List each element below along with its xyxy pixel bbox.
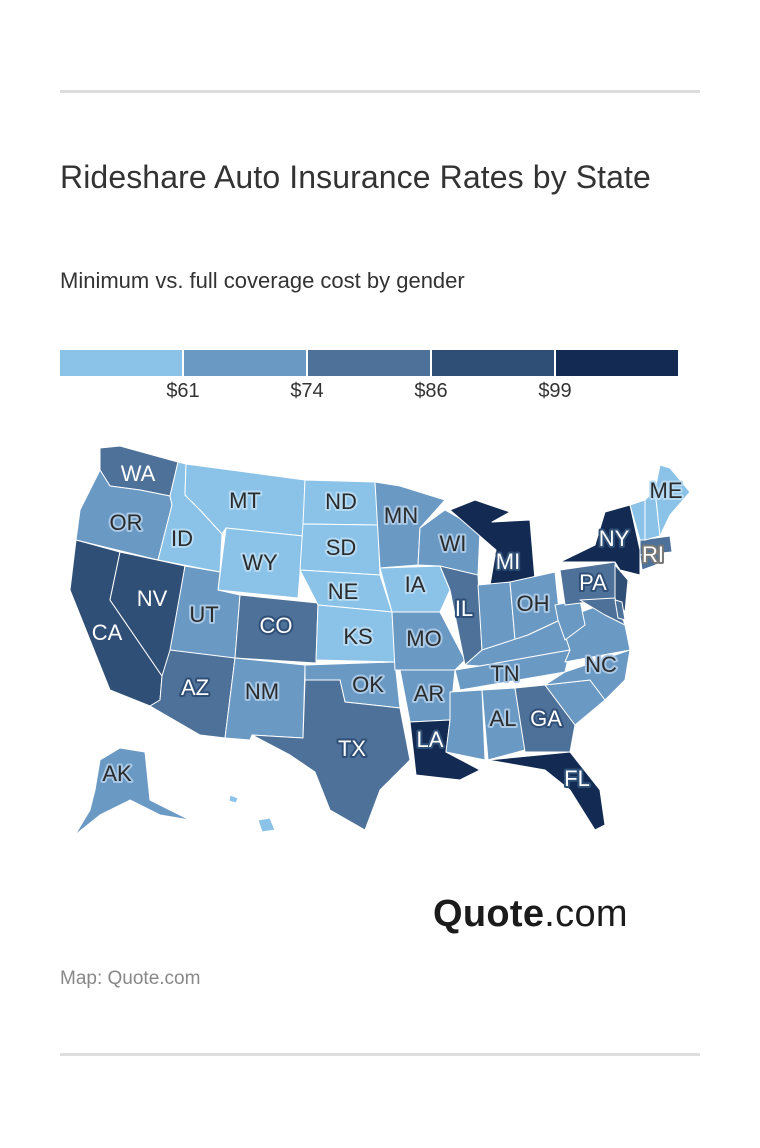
bottom-divider [60, 1053, 700, 1056]
label-OH: OH [517, 591, 550, 616]
label-CA: CA [92, 620, 123, 645]
label-NE: NE [328, 579, 359, 604]
top-divider [60, 90, 700, 93]
state-IA[interactable] [379, 565, 451, 613]
label-ID: ID [171, 526, 193, 551]
label-NV: NV [137, 586, 168, 611]
legend-swatch-5 [556, 350, 678, 376]
state-IN[interactable] [477, 581, 516, 651]
label-AR: AR [414, 681, 445, 706]
legend-swatch-2 [184, 350, 306, 376]
state-HI[interactable] [257, 817, 276, 833]
state-AK[interactable] [74, 747, 191, 836]
state-MS[interactable] [445, 689, 486, 761]
state-ME[interactable] [654, 464, 691, 537]
quote-logo: Quote.com [433, 893, 628, 936]
label-RI: RI [642, 542, 664, 567]
label-OR: OR [110, 510, 143, 535]
chart-title: Rideshare Auto Insurance Rates by State [60, 159, 651, 195]
legend-label: $99 [538, 380, 572, 402]
label-IL: IL [455, 596, 473, 621]
label-ND: ND [325, 489, 357, 514]
label-ME: ME [650, 478, 683, 503]
label-AK: AK [102, 761, 132, 786]
legend-swatch-3 [308, 350, 430, 376]
color-legend [60, 350, 678, 376]
chart-subtitle: Minimum vs. full coverage cost by gender [60, 268, 465, 293]
logo-bold: Quote [433, 893, 545, 935]
label-CO: CO [260, 613, 293, 638]
label-NC: NC [585, 652, 617, 677]
label-MN: MN [384, 503, 418, 528]
label-NM: NM [245, 679, 279, 704]
label-TN: TN [490, 661, 519, 686]
legend-label: $61 [166, 380, 200, 402]
label-MT: MT [229, 488, 261, 513]
state-WY[interactable] [217, 527, 304, 599]
state-GA[interactable] [514, 684, 576, 753]
state-MI[interactable] [449, 499, 536, 586]
legend-labels: $61 $74 $86 $99 [60, 380, 678, 404]
logo-light: .com [544, 893, 628, 935]
legend-label: $86 [414, 380, 448, 402]
legend-swatch-1 [60, 350, 182, 376]
label-WA: WA [121, 461, 156, 486]
state-DE[interactable] [614, 599, 626, 621]
label-NY: NY [599, 526, 630, 551]
state-MA[interactable] [639, 535, 673, 556]
source-credit: Map: Quote.com [60, 968, 201, 989]
legend-swatch-4 [432, 350, 554, 376]
label-WI: WI [440, 531, 467, 556]
state-FL[interactable] [487, 751, 606, 831]
label-KS: KS [343, 624, 372, 649]
label-AZ: AZ [181, 675, 209, 700]
label-MI: MI [496, 549, 520, 574]
label-PA: PA [579, 570, 607, 595]
label-FL: FL [564, 766, 590, 791]
label-IA: IA [405, 572, 426, 597]
label-SD: SD [326, 535, 357, 560]
label-TX: TX [338, 736, 366, 761]
state-CO[interactable] [234, 594, 319, 664]
label-WY: WY [242, 550, 278, 575]
state-MD[interactable] [579, 597, 626, 626]
label-MO: MO [406, 626, 441, 651]
state-TX[interactable] [251, 679, 411, 831]
label-OK: OK [352, 672, 384, 697]
label-AL: AL [490, 706, 517, 731]
label-LA: LA [417, 727, 444, 752]
state-HI-islands[interactable] [228, 794, 239, 804]
label-GA: GA [530, 706, 562, 731]
state-NJ[interactable] [614, 564, 629, 613]
legend-label: $74 [290, 380, 324, 402]
state-MO[interactable] [391, 611, 466, 671]
us-choropleth-map: WA OR CA NV ID MT WY UT CO AZ NM ND SD N… [60, 440, 700, 840]
label-UT: UT [189, 602, 218, 627]
